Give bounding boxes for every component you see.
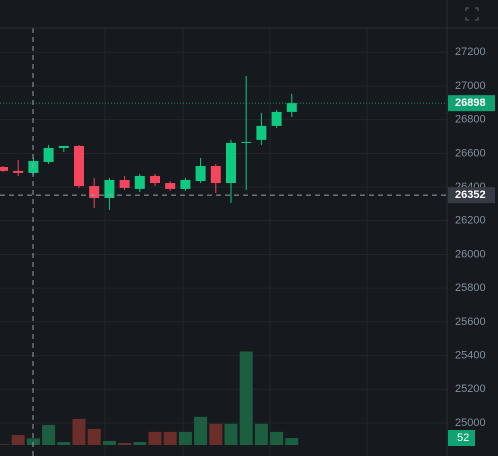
- candle-body: [256, 125, 267, 140]
- candle-body: [226, 142, 236, 184]
- candle-body: [74, 145, 84, 187]
- last-price-label: 26898: [455, 97, 486, 109]
- y-tick-label: 27000: [455, 80, 486, 92]
- volume-bar: [224, 423, 238, 445]
- crosshair-price-label: 26352: [455, 189, 486, 201]
- volume-label: 52: [457, 432, 469, 444]
- candle-body: [104, 179, 115, 199]
- vertical-grid: [104, 28, 368, 456]
- candle-body: [89, 186, 100, 199]
- y-tick-label: 26600: [455, 147, 486, 159]
- last-price-badge: [448, 95, 495, 112]
- y-tick-label: 25800: [455, 282, 486, 294]
- volume-bar: [72, 418, 86, 445]
- volume-bar: [194, 416, 208, 445]
- volume-bar: [42, 424, 56, 445]
- y-tick-label: 25400: [455, 349, 486, 361]
- candle-body: [150, 175, 160, 184]
- volume-bar: [209, 423, 223, 445]
- candle-body: [0, 167, 8, 171]
- candle-body: [180, 179, 191, 189]
- candle-body: [210, 166, 221, 184]
- volume-bar: [26, 438, 40, 445]
- candle-body: [271, 111, 282, 126]
- volume-bar: [57, 442, 71, 445]
- candle-body: [241, 141, 252, 143]
- volume-bar: [133, 442, 147, 445]
- volume-bar: [118, 442, 132, 445]
- volume-bar: [254, 423, 268, 445]
- candle-body: [58, 145, 69, 148]
- volume-badge: [448, 430, 475, 446]
- candle-body: [43, 147, 54, 162]
- candle-body: [13, 170, 24, 173]
- fullscreen-icon[interactable]: [465, 7, 479, 21]
- candle-body: [119, 179, 130, 188]
- y-tick-label: 25000: [455, 417, 486, 429]
- candle-body: [286, 103, 297, 112]
- crosshair-badge: [448, 187, 495, 204]
- y-tick-label: 27200: [455, 46, 486, 58]
- volume-bar: [178, 431, 192, 445]
- y-tick-label: 26000: [455, 248, 486, 260]
- volume-bar: [285, 438, 299, 445]
- candle-body: [165, 183, 176, 189]
- y-tick-label: 25200: [455, 383, 486, 395]
- y-tick-label: 26200: [455, 215, 486, 227]
- volume-bar: [0, 444, 10, 445]
- volume-bar: [11, 434, 25, 445]
- volume-bar: [87, 428, 101, 445]
- plot: [0, 28, 447, 456]
- volume-bar: [239, 351, 253, 445]
- volume-bar: [163, 431, 177, 445]
- candle-body: [195, 166, 206, 182]
- volume-bar: [148, 431, 162, 445]
- candle-body: [134, 175, 145, 189]
- volume-bar: [270, 431, 284, 445]
- y-tick-label: 25600: [455, 316, 486, 328]
- volume-bar: [102, 440, 116, 445]
- y-tick-label: 26800: [455, 114, 486, 126]
